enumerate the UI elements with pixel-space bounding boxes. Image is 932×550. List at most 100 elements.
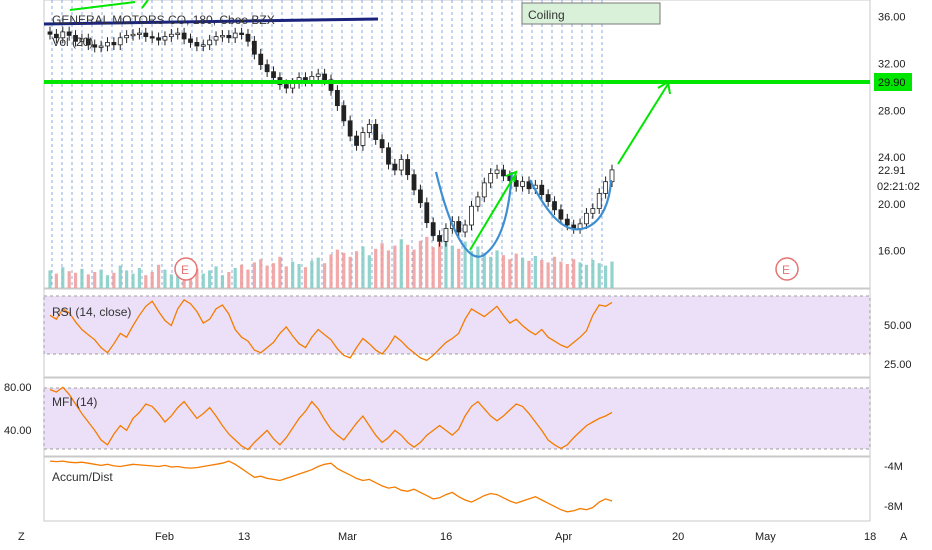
volume-bar (361, 246, 365, 288)
candle-body (239, 32, 244, 35)
volume-bar (259, 259, 263, 288)
price-tick: 24.00 (878, 152, 906, 164)
resistance-badge (874, 73, 912, 91)
volume-bar (444, 235, 448, 288)
volume-bar (463, 241, 467, 288)
volume-bar (227, 272, 231, 288)
candle-body (213, 36, 219, 41)
price-axis[interactable]: 36.00 32.00 28.00 24.00 20.00 16.00 (878, 12, 906, 258)
volume-bar (278, 256, 282, 288)
volume-bar (220, 275, 225, 288)
volume-bar (48, 270, 52, 288)
cup-right[interactable] (529, 179, 613, 231)
price-tick: 16.00 (878, 246, 906, 258)
candle-body (283, 84, 289, 89)
earnings-marker-2[interactable] (775, 257, 799, 281)
candle-body (168, 33, 174, 37)
trend-line-navy[interactable] (43, 17, 379, 26)
auto-scale-button[interactable]: A (900, 531, 908, 543)
arrow-top-left-2[interactable] (141, 0, 149, 9)
candle-body (609, 169, 615, 183)
price-tick: 36.00 (878, 12, 906, 24)
volume-bar (201, 273, 205, 288)
volume-bar (584, 264, 589, 288)
volume-bar (552, 256, 557, 288)
volume-bar (99, 269, 103, 288)
volume-bar (591, 260, 595, 288)
candle-body (73, 35, 78, 42)
price-tick: 20.00 (878, 199, 906, 211)
volume-bar (208, 270, 212, 288)
arrow-up-right[interactable] (617, 83, 669, 165)
volume-bar (131, 273, 135, 288)
arrow-up-mid[interactable] (469, 174, 516, 251)
volume-bar (105, 275, 110, 288)
volume-bar (406, 244, 410, 288)
candle-body (558, 209, 564, 220)
volume-bar (367, 255, 371, 288)
candle-body (53, 33, 59, 39)
cup-left[interactable] (434, 171, 514, 258)
candle-body (469, 205, 474, 226)
candle-body (347, 120, 353, 137)
timezone-button[interactable]: Z (18, 531, 25, 543)
volume-bar (386, 250, 391, 288)
rsi-tick-25: 25.00 (884, 359, 912, 371)
vertical-gridlines (51, 0, 603, 288)
volume-bar (67, 271, 71, 288)
volume-bar (239, 264, 244, 288)
volume-bar (533, 256, 537, 288)
last-price-label: 22.91 (878, 165, 906, 177)
candle-body (520, 181, 525, 187)
volume-bar (118, 265, 122, 288)
volume-bar (412, 249, 416, 288)
candle-body (418, 189, 423, 204)
volume-bar (156, 264, 161, 288)
volume-bar (233, 268, 237, 288)
candle-body (85, 38, 91, 46)
volume-bar (597, 263, 601, 288)
rsi-line (49, 299, 613, 362)
candle-body (456, 221, 462, 233)
candle-body (386, 147, 391, 165)
candle-body (577, 223, 583, 229)
mfi-tick-40: 40.00 (4, 425, 32, 437)
candle-body (79, 38, 85, 42)
volume-bar (604, 265, 608, 288)
candle-body (488, 173, 494, 184)
volume-bar (271, 263, 276, 288)
price-pane (43, 0, 871, 289)
earnings-marker-1[interactable] (174, 257, 198, 281)
candle-body (124, 35, 130, 39)
candle-body (290, 83, 296, 89)
candle-body (315, 73, 321, 77)
volume-bars (48, 235, 614, 288)
candle-body (92, 44, 98, 48)
volume-bar (176, 271, 180, 288)
volume-bar (546, 262, 550, 288)
volume-bar (520, 257, 525, 288)
candle-body (258, 53, 264, 66)
volume-bar (508, 259, 512, 288)
volume-bar (399, 239, 403, 288)
countdown-label: 02:21:02 (877, 181, 920, 193)
volume-bar (457, 248, 461, 288)
arrow-top-left[interactable] (69, 1, 136, 11)
volume-bar (501, 255, 506, 288)
volume-bar (431, 247, 435, 288)
candle-body (475, 196, 481, 207)
candle-body (526, 181, 532, 190)
candle-body (232, 32, 238, 39)
candle-body (513, 180, 519, 187)
volume-bar (163, 269, 167, 288)
candle-body (379, 139, 385, 149)
price-tick: 32.00 (878, 59, 906, 71)
volume-bar (342, 252, 346, 288)
coiling-box[interactable] (521, 2, 661, 25)
candle-body (181, 32, 187, 40)
candle-body (437, 235, 442, 242)
candle-body (481, 182, 487, 198)
rsi-tick-50: 50.00 (884, 320, 912, 332)
volume-bar (354, 251, 359, 288)
ad-tick-4m: -4M (884, 461, 903, 473)
